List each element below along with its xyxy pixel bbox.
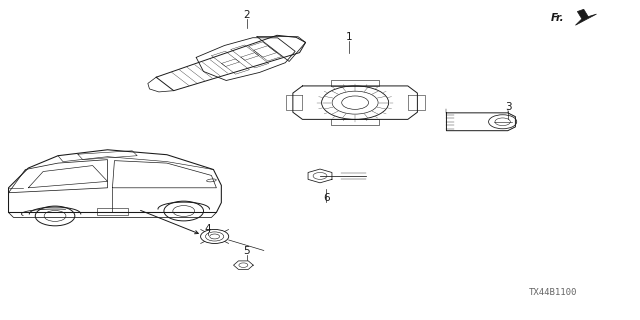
Text: 3: 3 <box>505 102 512 112</box>
Text: 5: 5 <box>243 246 250 256</box>
Text: Fr.: Fr. <box>551 13 564 23</box>
Bar <box>97 208 128 215</box>
Polygon shape <box>575 9 596 25</box>
Text: 1: 1 <box>346 32 352 42</box>
Text: TX44B1100: TX44B1100 <box>529 288 577 297</box>
Text: 6: 6 <box>323 193 330 203</box>
Text: 4: 4 <box>205 223 212 234</box>
Text: 2: 2 <box>243 10 250 20</box>
